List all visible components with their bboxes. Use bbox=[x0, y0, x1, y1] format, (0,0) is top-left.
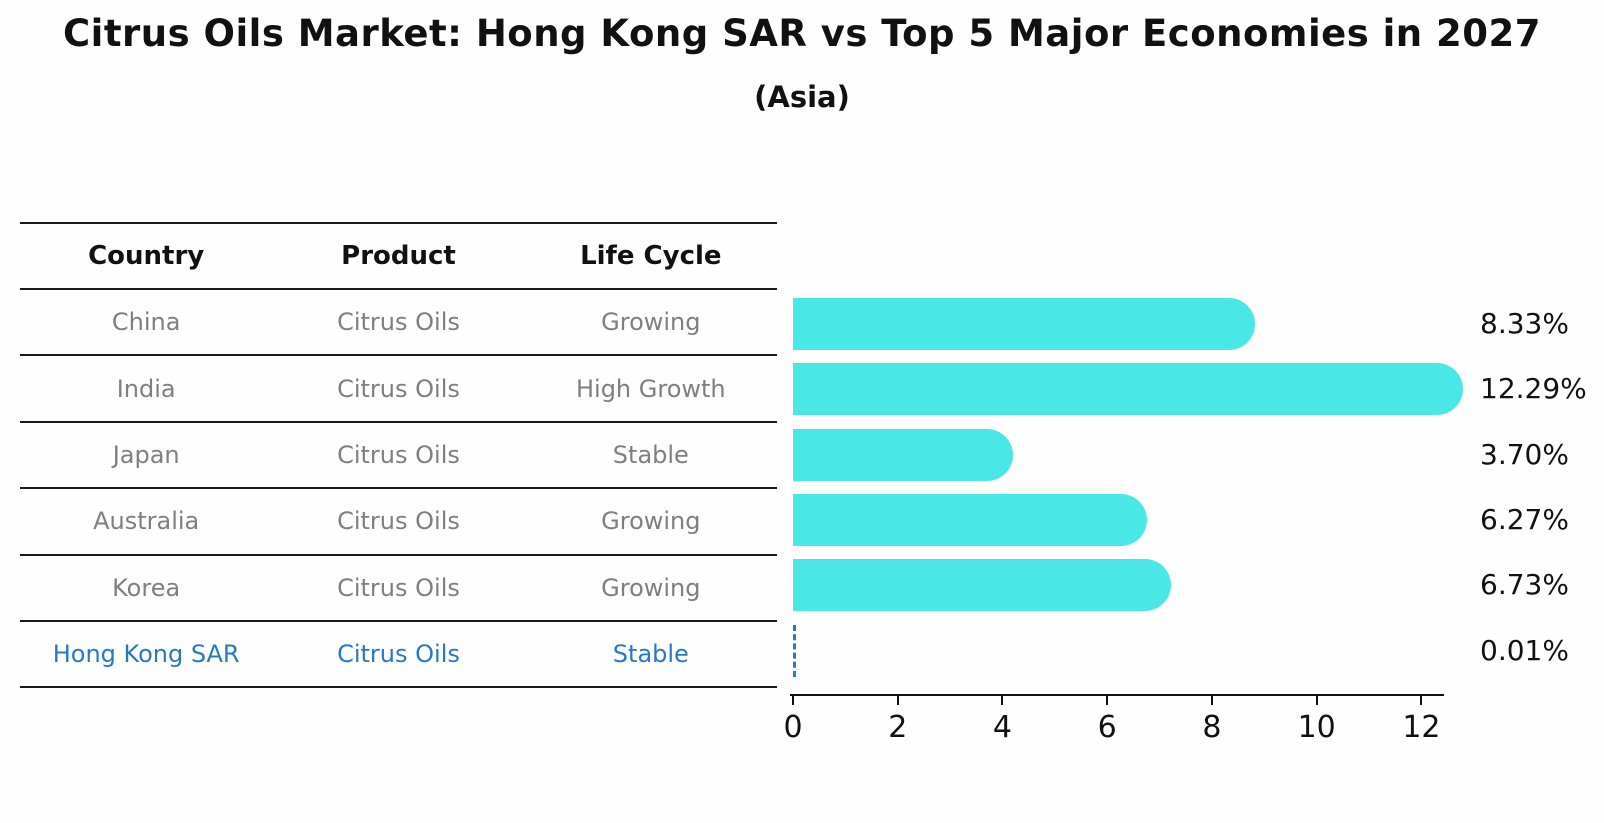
table-row-hong-kong-sar: Hong Kong SAR Citrus Oils Stable bbox=[20, 622, 777, 689]
cell-life-cycle: Growing bbox=[601, 507, 701, 536]
bar-australia bbox=[793, 494, 1148, 547]
value-label-india: 12.29% bbox=[1480, 372, 1587, 406]
cell-product: Citrus Oils bbox=[337, 374, 460, 403]
x-axis-tick-label-8: 8 bbox=[1202, 710, 1222, 745]
x-axis-tick-10 bbox=[1315, 696, 1318, 705]
bar-china bbox=[793, 298, 1256, 350]
cell-life-cycle: High Growth bbox=[575, 374, 726, 403]
chart-title: Citrus Oils Market: Hong Kong SAR vs Top… bbox=[62, 12, 1542, 55]
cell-product: Citrus Oils bbox=[337, 308, 460, 337]
value-label-australia: 6.27% bbox=[1480, 503, 1569, 537]
cell-country: Korea bbox=[112, 573, 181, 602]
table-row-korea: Korea Citrus Oils Growing bbox=[20, 556, 777, 622]
table-row-china: China Citrus Oils Growing bbox=[20, 290, 777, 357]
table-row-japan: Japan Citrus Oils Stable bbox=[20, 423, 777, 490]
chart-subtitle: (Asia) bbox=[754, 80, 850, 114]
cell-country: India bbox=[116, 374, 176, 403]
x-axis-tick-0 bbox=[792, 696, 794, 705]
column-header-life-cycle: Life Cycle bbox=[580, 241, 722, 271]
cell-life-cycle: Stable bbox=[612, 440, 689, 469]
cell-product: Citrus Oils bbox=[337, 440, 460, 469]
cell-country: Hong Kong SAR bbox=[52, 640, 240, 669]
bar-india bbox=[793, 363, 1463, 416]
x-axis-tick-label-4: 4 bbox=[992, 710, 1013, 745]
x-axis-tick-6 bbox=[1106, 696, 1109, 705]
bar-korea bbox=[793, 559, 1172, 612]
x-axis-tick-label-0: 0 bbox=[783, 710, 803, 745]
cell-country: Japan bbox=[112, 440, 180, 469]
table-row-australia: Australia Citrus Oils Growing bbox=[20, 489, 777, 556]
column-header-product: Product bbox=[341, 241, 456, 271]
x-axis-tick-label-2: 2 bbox=[888, 710, 908, 745]
table-row-india: India Citrus Oils High Growth bbox=[20, 356, 777, 423]
cell-country: China bbox=[111, 308, 181, 337]
x-axis-tick-8 bbox=[1210, 696, 1213, 705]
country-table: Country Product Life Cycle China Citrus Oils… bbox=[20, 222, 777, 689]
x-axis-tick-12 bbox=[1420, 696, 1423, 705]
cell-product: Citrus Oils bbox=[337, 573, 460, 602]
x-axis-tick-2 bbox=[896, 696, 899, 705]
cell-life-cycle: Growing bbox=[601, 308, 701, 337]
column-header-country: Country bbox=[88, 241, 205, 271]
cell-country: Australia bbox=[93, 507, 200, 536]
cell-life-cycle: Growing bbox=[601, 573, 701, 602]
x-axis-tick-4 bbox=[1001, 696, 1004, 705]
bar-hong-kong-sar bbox=[793, 624, 797, 677]
value-label-hong-kong-sar: 0.01% bbox=[1480, 633, 1569, 667]
cell-life-cycle: Stable bbox=[612, 640, 689, 669]
table-header-row: Country Product Life Cycle bbox=[20, 224, 777, 290]
value-label-china: 8.33% bbox=[1480, 307, 1569, 340]
value-label-korea: 6.73% bbox=[1480, 568, 1569, 602]
x-axis-tick-label-10: 10 bbox=[1297, 710, 1336, 745]
x-axis-tick-label-12: 12 bbox=[1402, 710, 1441, 745]
bar-japan bbox=[793, 428, 1013, 481]
x-axis-tick-label-6: 6 bbox=[1097, 710, 1117, 745]
value-label-japan: 3.70% bbox=[1480, 437, 1569, 471]
cell-product: Citrus Oils bbox=[337, 507, 460, 536]
x-axis-line bbox=[790, 694, 1444, 696]
cell-product: Citrus Oils bbox=[337, 640, 460, 669]
